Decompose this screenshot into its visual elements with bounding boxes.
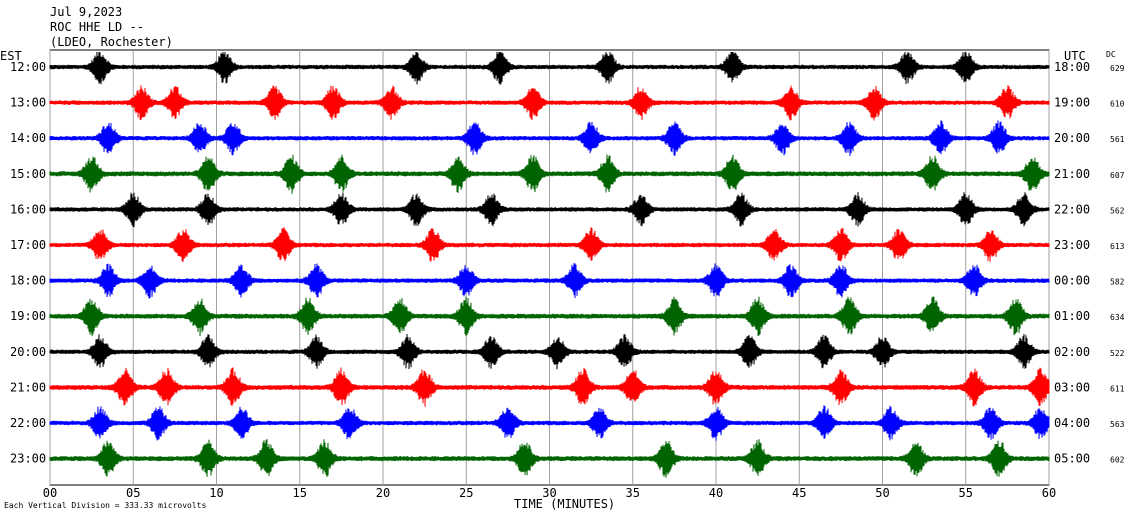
x-tick-label: 30 [542, 486, 556, 500]
x-tick-label: 15 [293, 486, 307, 500]
trace-row [49, 438, 1050, 478]
utc-tick-label: 23:00 [1054, 238, 1090, 252]
utc-tick-label: 05:00 [1054, 452, 1090, 466]
dc-value-label: 563 [1110, 420, 1125, 429]
trace-row [49, 405, 1050, 441]
trace-row [49, 154, 1050, 194]
x-tick-label: 10 [209, 486, 223, 500]
est-tick-label: 22:00 [10, 416, 46, 430]
x-tick-label: 20 [376, 486, 390, 500]
dc-value-label: 613 [1110, 242, 1125, 251]
dc-axis-title: DC [1106, 50, 1116, 59]
dc-value-label: 522 [1110, 349, 1125, 358]
x-tick-label: 60 [1042, 486, 1056, 500]
est-tick-label: 19:00 [10, 309, 46, 323]
trace-row [49, 192, 1050, 228]
x-tick-label: 00 [43, 486, 57, 500]
trace-row [49, 51, 1050, 85]
x-tick-label: 45 [792, 486, 806, 500]
dc-value-label: 611 [1110, 384, 1125, 393]
utc-tick-label: 04:00 [1054, 416, 1090, 430]
x-tick-label: 50 [875, 486, 889, 500]
est-tick-label: 15:00 [10, 167, 46, 181]
dc-value-label: 561 [1110, 135, 1125, 144]
dc-value-label: 582 [1110, 278, 1125, 287]
utc-axis-title: UTC [1064, 49, 1086, 63]
est-tick-label: 14:00 [10, 131, 46, 145]
x-tick-label: 35 [626, 486, 640, 500]
est-axis-title: EST [0, 49, 22, 63]
utc-tick-label: 21:00 [1054, 167, 1090, 181]
network-label: (LDEO, Rochester) [50, 35, 173, 49]
utc-tick-label: 03:00 [1054, 380, 1090, 394]
trace-row [49, 367, 1050, 407]
dc-value-label: 629 [1110, 64, 1125, 73]
axis-layer: 00 05 10 15 20 25 30 35 40 45 50 55 60 12:00 18:00 629 1… [10, 60, 1125, 500]
est-tick-label: 21:00 [10, 380, 46, 394]
trace-layer [49, 51, 1050, 478]
est-tick-label: 20:00 [10, 345, 46, 359]
station-label: ROC HHE LD -- [50, 20, 144, 34]
x-tick-label: 40 [709, 486, 723, 500]
dc-value-label: 607 [1110, 171, 1125, 180]
est-tick-label: 16:00 [10, 202, 46, 216]
trace-row [49, 85, 1050, 121]
est-tick-label: 12:00 [10, 60, 46, 74]
est-tick-label: 17:00 [10, 238, 46, 252]
utc-tick-label: 01:00 [1054, 309, 1090, 323]
utc-tick-label: 20:00 [1054, 131, 1090, 145]
trace-row [49, 120, 1050, 157]
x-axis-title: TIME (MINUTES) [514, 497, 615, 511]
utc-tick-label: 19:00 [1054, 96, 1090, 110]
x-tick-label: 05 [126, 486, 140, 500]
est-tick-label: 23:00 [10, 452, 46, 466]
trace-row [49, 296, 1050, 337]
utc-tick-label: 02:00 [1054, 345, 1090, 359]
dc-value-label: 562 [1110, 206, 1125, 215]
trace-row [49, 333, 1050, 370]
date-label: Jul 9,2023 [50, 5, 123, 19]
dc-value-label: 634 [1110, 313, 1125, 322]
x-tick-label: 55 [959, 486, 973, 500]
dc-value-label: 610 [1110, 100, 1125, 109]
trace-row [49, 263, 1050, 299]
footer-note: Each Vertical Division = 333.33 microvol… [4, 501, 206, 510]
dc-value-label: 602 [1110, 456, 1125, 465]
trace-row [49, 227, 1050, 263]
est-tick-label: 13:00 [10, 96, 46, 110]
utc-tick-label: 22:00 [1054, 202, 1090, 216]
x-tick-label: 25 [459, 486, 473, 500]
est-tick-label: 18:00 [10, 274, 46, 288]
utc-tick-label: 18:00 [1054, 60, 1090, 74]
utc-tick-label: 00:00 [1054, 274, 1090, 288]
